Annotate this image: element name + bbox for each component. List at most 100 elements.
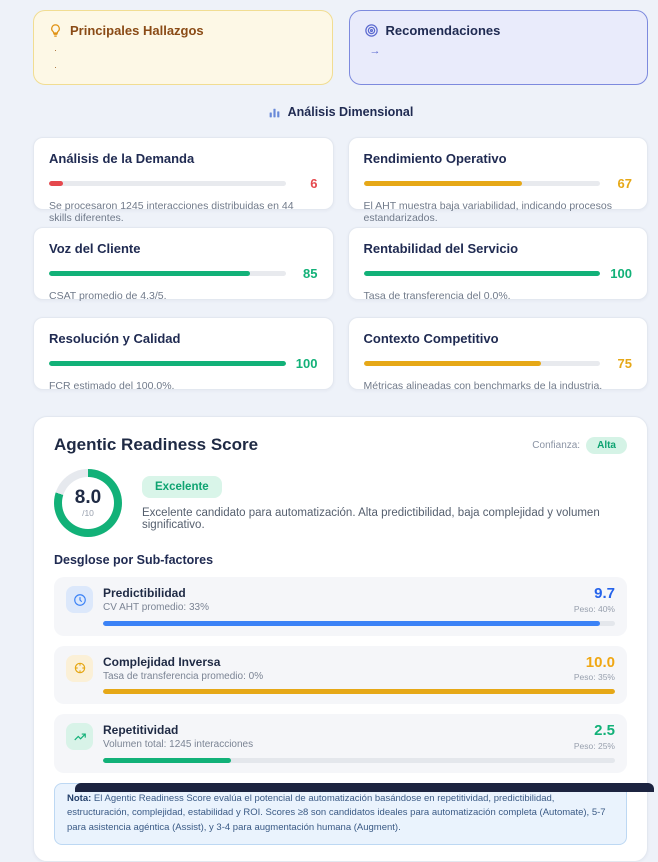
subfactor-track <box>103 757 615 763</box>
subfactor-weight: Peso: 25% <box>573 740 615 751</box>
score-bar-row: 67 <box>363 176 632 191</box>
dimension-description: CSAT promedio de 4.3/5. <box>49 290 167 302</box>
subfactors-title: Desglose por Sub-factores <box>54 553 214 567</box>
progress-fill <box>49 181 64 186</box>
progress-fill <box>49 271 251 276</box>
score-bar-row: 100 <box>363 266 632 281</box>
subfactor-name: Complejidad Inversa <box>103 654 221 669</box>
recommendations-header: Recomendaciones <box>364 23 634 38</box>
target-icon <box>364 24 378 37</box>
bar-chart-icon <box>269 108 279 117</box>
agentic-description: Excelente candidato para automatización.… <box>142 506 600 531</box>
subfactor-chip <box>66 723 93 750</box>
dimension-score: 100 <box>610 266 632 281</box>
subfactor-top: Repetitividad Volumen total: 1245 intera… <box>66 722 615 751</box>
footer-bar <box>75 783 654 792</box>
agentic-header: Agentic Readiness Score Confianza: Alta <box>54 435 627 455</box>
dimension-title: Resolución y Calidad <box>49 331 181 346</box>
score-value: 8.0 <box>74 487 102 509</box>
recommendation-arrow: → <box>369 45 381 57</box>
key-findings-card: Principales Hallazgos · · <box>33 10 333 85</box>
key-findings-title: Principales Hallazgos <box>70 23 204 38</box>
subfactor-score: 9.7 <box>594 585 615 602</box>
agentic-summary: Excelente Excelente candidato para autom… <box>142 475 627 531</box>
clock-icon <box>73 593 86 606</box>
confidence-label: Confianza: <box>532 439 581 451</box>
progress-fill <box>363 361 541 366</box>
dimension-title: Rendimiento Operativo <box>363 151 507 166</box>
trend-up-icon <box>73 733 86 740</box>
dimension-score: 100 <box>295 356 318 371</box>
progress-fill <box>49 361 286 366</box>
subfactor-score-block: 10.0 Peso: 35% <box>573 653 615 682</box>
progress-track <box>363 361 600 366</box>
score-bar-row: 100 <box>49 356 318 371</box>
dimension-score: 75 <box>617 356 632 371</box>
confidence-badge: Alta <box>586 436 627 454</box>
subfactor-fill <box>103 757 231 763</box>
dimension-description: Métricas alineadas con benchmarks de la … <box>363 380 603 392</box>
subfactor-weight: Peso: 35% <box>573 672 615 682</box>
score-bar-row: 85 <box>49 266 318 281</box>
progress-track <box>49 181 286 186</box>
dimension-title: Rentabilidad del Servicio <box>363 241 519 256</box>
recommendations-card: Recomendaciones → <box>348 10 648 85</box>
score-bar-row: 75 <box>363 356 632 371</box>
subfactor-track <box>103 620 615 626</box>
dimension-card-contexto: Contexto Competitivo 75 Métricas alinead… <box>347 317 648 392</box>
dimension-description: El AHT muestra baja variabilidad, indica… <box>363 200 612 224</box>
subfactor-score-block: 9.7 Peso: 40% <box>573 585 615 614</box>
dimension-score: 6 <box>310 176 318 191</box>
dimension-grid: Análisis de la Demanda 6 Se procesaron 1… <box>33 137 648 392</box>
progress-track <box>363 181 600 186</box>
progress-track <box>49 271 286 276</box>
note-label: Nota: <box>67 792 92 804</box>
subfactor-track <box>103 689 615 694</box>
dimension-card-resolucion: Resolución y Calidad 100 FCR estimado de… <box>33 317 334 392</box>
agentic-readiness-card: Agentic Readiness Score Confianza: Alta … <box>33 416 648 862</box>
subfactor-weight: Peso: 40% <box>573 603 615 614</box>
dimension-description: Tasa de transferencia del 0.0%. <box>363 290 511 302</box>
subfactor-row-repetitividad: Repetitividad Volumen total: 1245 intera… <box>54 714 627 773</box>
summary-cards-row: Principales Hallazgos · · Recomendacione… <box>33 10 648 85</box>
score-gauge-center: 8.0 /10 <box>62 477 114 529</box>
progress-track <box>49 361 286 366</box>
subfactor-name: Repetitividad <box>103 723 179 737</box>
subfactor-chip <box>66 586 93 613</box>
dimension-card-rentabilidad: Rentabilidad del Servicio 100 Tasa de tr… <box>347 227 648 302</box>
dimension-card-demanda: Análisis de la Demanda 6 Se procesaron 1… <box>33 137 334 224</box>
dimensional-analysis-header: Análisis Dimensional <box>33 105 648 119</box>
subfactor-text: Predictibilidad CV AHT promedio: 33% <box>103 586 209 613</box>
dimension-card-voz-cliente: Voz del Cliente 85 CSAT promedio de 4.3/… <box>33 227 334 302</box>
subfactor-score: 10.0 <box>585 653 615 671</box>
subfactor-detail: CV AHT promedio: 33% <box>103 602 209 613</box>
subfactor-fill <box>103 620 600 626</box>
progress-fill <box>363 271 600 276</box>
dimension-description: FCR estimado del 100.0%. <box>49 380 175 392</box>
subfactor-text: Complejidad Inversa Tasa de transferenci… <box>103 655 263 682</box>
finding-bullet: · <box>54 45 57 55</box>
agentic-title: Agentic Readiness Score <box>54 435 259 454</box>
subfactor-score-block: 2.5 Peso: 25% <box>573 722 615 751</box>
progress-track <box>363 271 600 276</box>
score-bar-row: 6 <box>49 176 318 191</box>
dimension-card-rendimiento: Rendimiento Operativo 67 El AHT muestra … <box>347 137 648 224</box>
subfactor-name: Predictibilidad <box>103 586 186 600</box>
section-title: Análisis Dimensional <box>287 105 414 119</box>
subfactor-detail: Volumen total: 1245 interacciones <box>103 739 254 750</box>
score-gauge: 8.0 /10 <box>54 469 122 537</box>
subfactor-detail: Tasa de transferencia promedio: 0% <box>103 670 264 682</box>
agentic-score-row: 8.0 /10 Excelente Excelente candidato pa… <box>54 469 627 537</box>
gear-icon <box>74 662 85 674</box>
subfactor-top: Complejidad Inversa Tasa de transferenci… <box>66 653 615 682</box>
score-max: /10 <box>82 507 94 518</box>
confidence-row: Confianza: Alta <box>532 436 627 454</box>
recommendations-title: Recomendaciones <box>385 23 501 38</box>
dimension-title: Contexto Competitivo <box>363 331 499 346</box>
lightbulb-icon <box>51 24 60 37</box>
dimension-title: Voz del Cliente <box>49 241 141 256</box>
note-text: El Agentic Readiness Score evalúa el pot… <box>67 792 606 833</box>
subfactor-row-predictibilidad: Predictibilidad CV AHT promedio: 33% 9.7… <box>54 577 627 636</box>
subfactor-text: Repetitividad Volumen total: 1245 intera… <box>103 723 253 750</box>
